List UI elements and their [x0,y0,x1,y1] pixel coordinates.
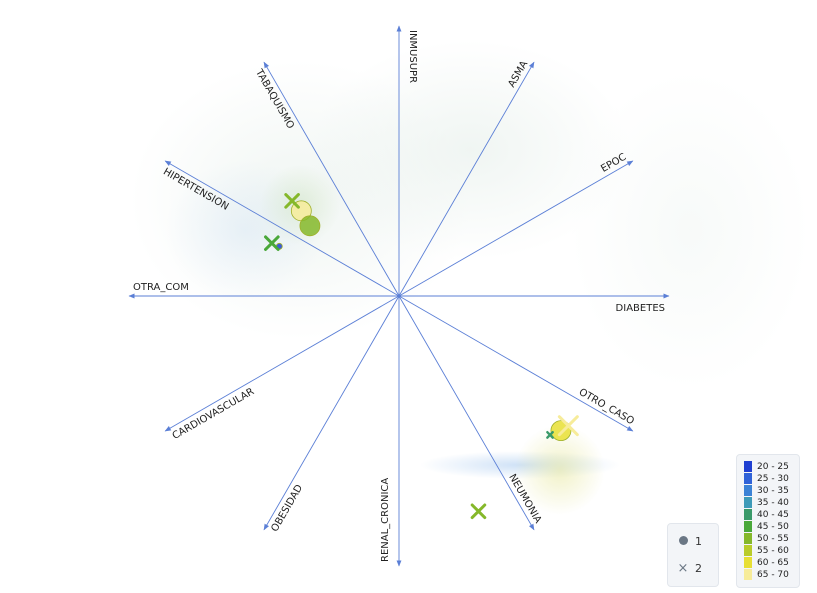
cross-point [470,503,487,520]
color-swatch [744,569,752,580]
color-legend-item: 55 - 60 [744,545,789,556]
shape-legend: 1 × 2 [667,523,719,587]
axis-label-otro-caso: OTRO_CASO [577,387,636,428]
circle-point [299,215,321,237]
axis-label-cardiovascular: CARDIOVASCULAR [171,386,257,442]
color-swatch [744,521,752,532]
color-legend-label: 20 - 25 [757,461,789,472]
radial-axes [128,25,670,567]
color-legend-item: 30 - 35 [744,485,789,496]
axis-cardiovascular [164,295,400,432]
color-swatch [744,533,752,544]
cross-point [546,431,554,439]
cross-icon: × [677,560,689,576]
axis-asma [398,61,535,297]
axis-hipertension [164,160,400,297]
color-swatch [744,509,752,520]
axis-label-diabetes: DIABETES [616,303,665,314]
color-legend-label: 55 - 60 [757,545,789,556]
color-swatch [744,557,752,568]
axis-label-otra-com: OTRA_COM [133,282,189,293]
axis-epoc [398,160,634,297]
density-haze [130,40,810,515]
color-swatch [744,461,752,472]
axis-neumonia [398,295,535,531]
shape-legend-label-1: 1 [695,534,702,548]
data-points [264,193,579,520]
color-swatch [744,473,752,484]
axis-label-inmusupr: INMUSUPR [407,30,418,83]
color-legend-label: 50 - 55 [757,533,789,544]
color-swatch [744,545,752,556]
axis-otro-caso [398,295,634,432]
color-legend-item: 45 - 50 [744,521,789,532]
color-legend-item: 60 - 65 [744,557,789,568]
color-legend-label: 65 - 70 [757,569,789,580]
color-swatch [744,497,752,508]
cross-point [264,235,280,251]
color-legend-item: 25 - 30 [744,473,789,484]
color-legend-label: 30 - 35 [757,485,789,496]
color-legend-item: 40 - 45 [744,509,789,520]
color-swatch [744,485,752,496]
axis-label-renal-cronica: RENAL_CRONICA [380,478,391,562]
shape-legend-item-2: × 2 [676,560,702,576]
color-legend-item: 65 - 70 [744,569,789,580]
axis-tabaquismo [263,61,400,297]
axis-obesidad [263,295,400,531]
shape-legend-label-2: 2 [695,561,702,575]
color-legend-label: 60 - 65 [757,557,789,568]
color-legend-item: 35 - 40 [744,497,789,508]
cross-point [284,193,300,209]
color-legend-label: 25 - 30 [757,473,789,484]
color-legend-item: 20 - 25 [744,461,789,472]
circle-point [550,420,572,442]
cross-point [557,415,579,437]
shape-legend-item-1: 1 [676,533,702,549]
color-legend: 20 - 25 25 - 30 30 - 35 35 - 40 40 - 45 45 - … [736,454,800,588]
color-legend-label: 35 - 40 [757,497,789,508]
color-legend-item: 50 - 55 [744,533,789,544]
color-legend-label: 40 - 45 [757,509,789,520]
axis-label-obesidad: OBESIDAD [269,483,305,534]
circle-icon [676,534,690,549]
color-legend-label: 45 - 50 [757,521,789,532]
